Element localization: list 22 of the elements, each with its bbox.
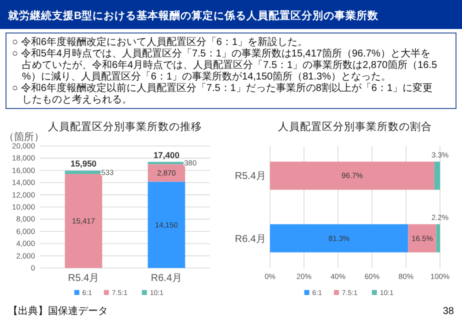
x-tick-label: R5.4月 xyxy=(68,273,100,284)
bar xyxy=(64,170,102,174)
chart-title: 人員配置区分別事業所数の推移 xyxy=(48,120,202,133)
bar xyxy=(270,162,434,190)
bar xyxy=(148,164,186,182)
bar xyxy=(436,224,440,252)
text: ○ 令和6年度報酬改定において人員配置区分「6：1」を新設した。 xyxy=(12,36,308,48)
text: 【出典】国保連データ xyxy=(8,305,108,317)
bar xyxy=(270,224,408,252)
y-axis-title: （箇所） xyxy=(4,131,44,143)
chart-title: 人員配置区分別事業所数の割合 xyxy=(278,120,432,133)
text: 38 xyxy=(442,306,454,317)
bar xyxy=(408,224,436,252)
text: ○ 令和6年度報酬改定以前に人員配置区分「7.5：1」だった事業所の8割以上が「6：1」に変更したものと考えられる。 xyxy=(12,82,433,106)
x-tick-label: R6.4月 xyxy=(150,273,182,284)
bar xyxy=(148,182,186,268)
text: ○ 令和5年4月時点では、人員配置区分「7.5：1」の事業所数は15,417箇所（96.7%）と大半を占めていたが、令和6年4月時点では、人員配置区分「7.5：1」の事業所数は2,870箇所（16.5%）に減り、人員配置区分「6：1」の事業所数が14,150箇所（81.3%）となった。 xyxy=(12,48,438,82)
total-label: 15,950 xyxy=(70,158,97,169)
bar xyxy=(434,162,440,190)
bar xyxy=(64,174,102,268)
total-label: 17,400 xyxy=(153,150,180,160)
text: 就労継続支援B型における基本報酬の算定に係る人員配置区分別の事業所数 xyxy=(7,9,380,22)
